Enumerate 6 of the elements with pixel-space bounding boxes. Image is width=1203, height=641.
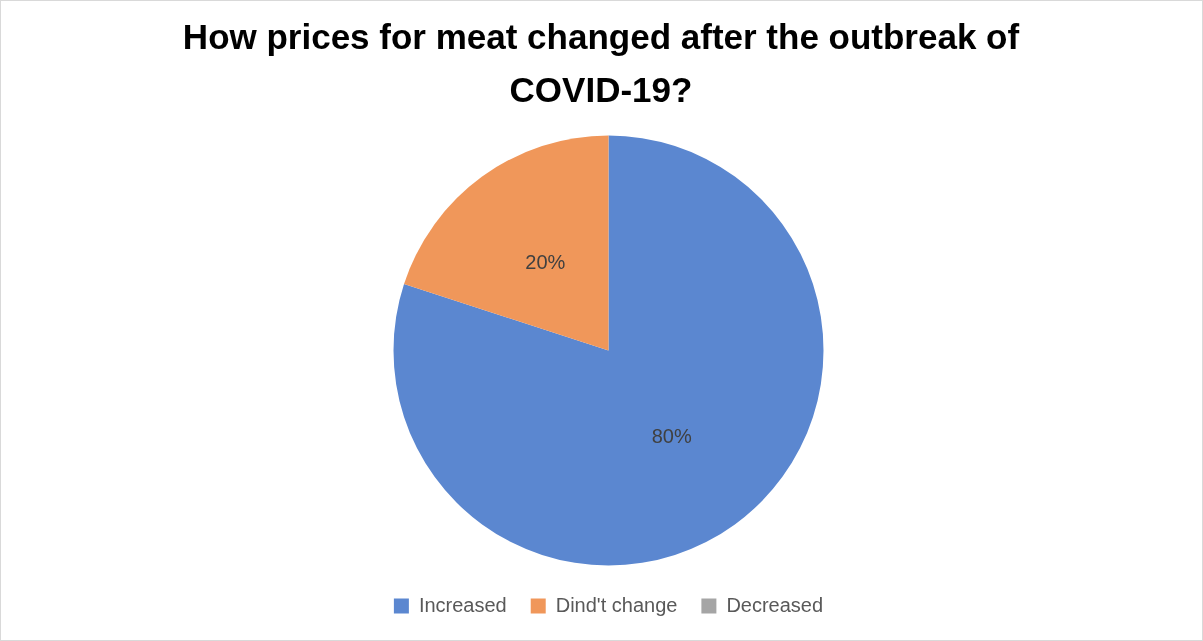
data-label: 20% — [525, 251, 566, 274]
data-label: 80% — [651, 424, 692, 447]
legend-label: Decreased — [726, 593, 824, 616]
legend-label: Dind't change — [555, 593, 678, 616]
legend-label: Increased — [418, 593, 507, 616]
chart-title: How prices for meat changed after the outbreak of COVID-19? — [181, 16, 1021, 111]
